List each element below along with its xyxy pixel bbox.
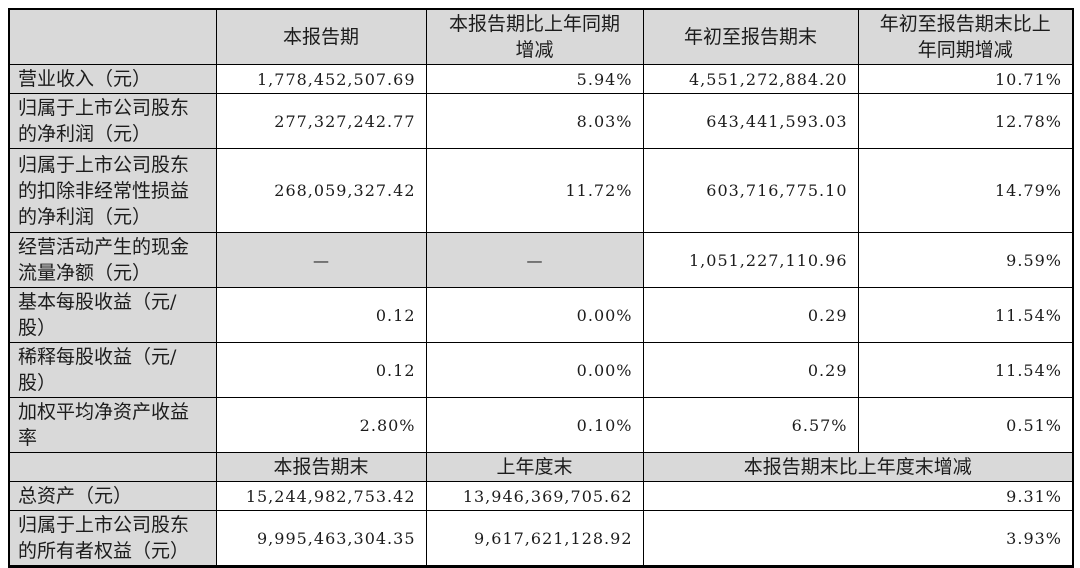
cell-value: 11.54% (857, 342, 1074, 398)
row-label: 总资产（元） (8, 481, 217, 511)
cell-value: 15,244,982,753.42 (215, 481, 427, 511)
cell-value: 0.00% (425, 342, 644, 398)
corner-cell (8, 452, 217, 482)
cell-value: 603,716,775.10 (642, 148, 859, 233)
header-change-vs-prior-year-end: 本报告期末比上年度末增减 (642, 452, 1074, 482)
corner-cell (8, 8, 217, 65)
cell-value: 4,551,272,884.20 (642, 64, 859, 94)
row-label: 经营活动产生的现金 流量净额（元） (8, 232, 217, 288)
cell-value: 643,441,593.03 (642, 93, 859, 149)
cell-value: 12.78% (857, 93, 1074, 149)
cell-value: 9.31% (642, 481, 1074, 511)
cell-value: 2.80% (215, 397, 427, 453)
cell-value: 8.03% (425, 93, 644, 149)
cell-value: 0.51% (857, 397, 1074, 453)
cell-value: 268,059,327.42 (215, 148, 427, 233)
table-row-weighted-avg-roe: 加权平均净资产收益 率 2.80% 0.10% 6.57% 0.51% (8, 397, 1074, 453)
table-row-owners-equity: 归属于上市公司股东 的所有者权益（元） 9,995,463,304.35 9,6… (8, 510, 1074, 567)
cell-value: 13,946,369,705.62 (425, 481, 644, 511)
header-year-to-date: 年初至报告期末 (642, 8, 859, 65)
table-row-net-profit-excl-nonrecurring: 归属于上市公司股东 的扣除非经常性损益 的净利润（元） 268,059,327.… (8, 148, 1074, 233)
cell-value: 5.94% (425, 64, 644, 94)
cell-value: 0.12 (215, 342, 427, 398)
cell-value: 1,778,452,507.69 (215, 64, 427, 94)
row-label: 基本每股收益（元/ 股） (8, 287, 217, 343)
cell-value: 0.12 (215, 287, 427, 343)
header-end-of-current-period: 本报告期末 (215, 452, 427, 482)
row-label: 营业收入（元） (8, 64, 217, 94)
header-year-to-date-yoy-change: 年初至报告期末比上 年同期增减 (857, 8, 1074, 65)
table-row-total-assets: 总资产（元） 15,244,982,753.42 13,946,369,705.… (8, 481, 1074, 511)
cell-value: 0.10% (425, 397, 644, 453)
row-label: 稀释每股收益（元/ 股） (8, 342, 217, 398)
cell-value: 3.93% (642, 510, 1074, 567)
cell-value: 277,327,242.77 (215, 93, 427, 149)
cell-value: 9,617,621,128.92 (425, 510, 644, 567)
table-row-net-profit: 归属于上市公司股东 的净利润（元） 277,327,242.77 8.03% 6… (8, 93, 1074, 149)
cell-value: 0.29 (642, 287, 859, 343)
table-row-diluted-eps: 稀释每股收益（元/ 股） 0.12 0.00% 0.29 11.54% (8, 342, 1074, 398)
cell-value: 10.71% (857, 64, 1074, 94)
financial-summary-table: 本报告期 本报告期比上年同期 增减 年初至报告期末 年初至报告期末比上 年同期增… (8, 8, 1074, 568)
cell-value: 6.57% (642, 397, 859, 453)
header-row-period: 本报告期 本报告期比上年同期 增减 年初至报告期末 年初至报告期末比上 年同期增… (8, 8, 1074, 65)
header-end-of-prior-year: 上年度末 (425, 452, 644, 482)
row-label: 归属于上市公司股东 的所有者权益（元） (8, 510, 217, 567)
header-current-period: 本报告期 (215, 8, 427, 65)
cell-value: 0.00% (425, 287, 644, 343)
header-current-period-yoy-change: 本报告期比上年同期 增减 (425, 8, 644, 65)
table-row-basic-eps: 基本每股收益（元/ 股） 0.12 0.00% 0.29 11.54% (8, 287, 1074, 343)
cell-value: 9.59% (857, 232, 1074, 288)
cell-dash: — (425, 232, 644, 288)
cell-value: 14.79% (857, 148, 1074, 233)
row-label: 归属于上市公司股东 的扣除非经常性损益 的净利润（元） (8, 148, 217, 233)
row-label: 加权平均净资产收益 率 (8, 397, 217, 453)
header-row-period-end: 本报告期末 上年度末 本报告期末比上年度末增减 (8, 452, 1074, 482)
cell-value: 11.54% (857, 287, 1074, 343)
cell-value: 1,051,227,110.96 (642, 232, 859, 288)
table-row-operating-revenue: 营业收入（元） 1,778,452,507.69 5.94% 4,551,272… (8, 64, 1074, 94)
cell-value: 11.72% (425, 148, 644, 233)
table-row-operating-cash-flow: 经营活动产生的现金 流量净额（元） — — 1,051,227,110.96 9… (8, 232, 1074, 288)
cell-value: 0.29 (642, 342, 859, 398)
cell-value: 9,995,463,304.35 (215, 510, 427, 567)
cell-dash: — (215, 232, 427, 288)
row-label: 归属于上市公司股东 的净利润（元） (8, 93, 217, 149)
